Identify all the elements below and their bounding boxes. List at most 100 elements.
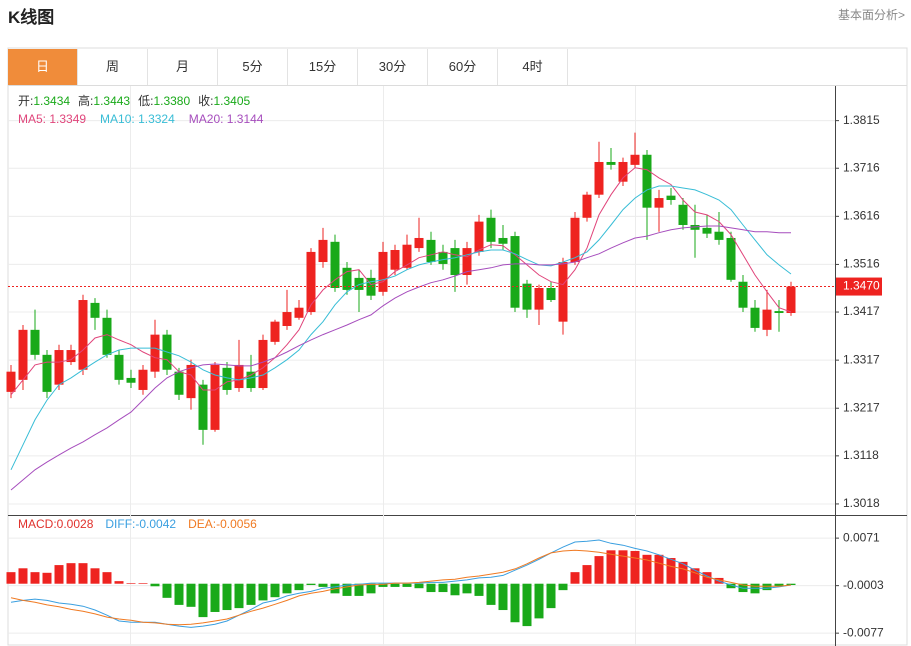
candle-body xyxy=(390,250,400,270)
ma-line xyxy=(10,167,792,396)
y-tick-label: 1.3516 xyxy=(843,257,880,271)
candle-body xyxy=(462,248,472,276)
macd-bar xyxy=(570,572,580,584)
period-tab[interactable]: 5分 xyxy=(218,49,288,85)
candle-body xyxy=(522,283,532,310)
candle-body xyxy=(270,321,280,342)
candle-body xyxy=(378,251,388,292)
candle-body xyxy=(114,354,124,380)
macd-bar xyxy=(774,583,784,587)
candle-body xyxy=(534,287,544,310)
y-tick-label: -0.0077 xyxy=(843,625,884,639)
macd-bar xyxy=(786,583,796,585)
macd-bar xyxy=(678,561,688,584)
candle-body xyxy=(294,307,304,318)
macd-bar xyxy=(306,583,316,585)
candle-body xyxy=(726,237,736,280)
macd-bar xyxy=(402,583,412,587)
candle-body xyxy=(138,369,148,390)
candle-body xyxy=(18,329,28,380)
macd-bar xyxy=(138,583,148,584)
macd-bar xyxy=(150,583,160,587)
period-tab[interactable]: 日 xyxy=(8,49,78,85)
period-tab[interactable]: 30分 xyxy=(358,49,428,85)
candle-body xyxy=(318,239,328,263)
candle-body xyxy=(606,161,616,165)
macd-bar xyxy=(618,550,628,584)
macd-line xyxy=(10,549,792,626)
macd-bar xyxy=(18,568,28,584)
macd-bar xyxy=(342,583,352,596)
frame xyxy=(7,47,908,646)
legend-entry: MA10: 1.3324 xyxy=(100,112,175,126)
last-price-label: 1.3470 xyxy=(843,279,880,293)
candle-body xyxy=(42,354,52,392)
macd-bar xyxy=(606,550,616,584)
macd-bar xyxy=(270,583,280,598)
macd-bar xyxy=(438,583,448,593)
macd-bar xyxy=(654,554,664,584)
macd-bar xyxy=(222,583,232,611)
macd-legend: MACD:0.0028 DIFF:-0.0042 DEA:-0.0056 xyxy=(18,517,257,531)
period-tab[interactable]: 15分 xyxy=(288,49,358,85)
candle-body xyxy=(582,194,592,218)
macd-bar xyxy=(90,568,100,584)
candle-body xyxy=(486,217,496,242)
candle-body xyxy=(102,317,112,355)
macd-bar xyxy=(594,556,604,584)
macd-bar xyxy=(234,583,244,609)
y-tick-label: 1.3018 xyxy=(843,496,880,510)
period-tab[interactable]: 月 xyxy=(148,49,218,85)
candle-body xyxy=(750,307,760,328)
analysis-link[interactable]: 基本面分析> xyxy=(837,8,905,22)
candle-body xyxy=(570,217,580,263)
macd-bar xyxy=(174,583,184,605)
macd-bar xyxy=(666,558,676,584)
ohlc-label: 开: xyxy=(18,94,33,108)
macd-bar xyxy=(726,583,736,589)
candle-body xyxy=(150,334,160,372)
candle-body xyxy=(558,262,568,322)
candle-body xyxy=(354,277,364,290)
macd-bar xyxy=(690,568,700,584)
y-tick-label: 1.3716 xyxy=(843,160,880,174)
ma-line xyxy=(10,225,791,491)
macd-bar xyxy=(546,583,556,609)
period-tab[interactable]: 4时 xyxy=(498,49,568,85)
candle-body xyxy=(342,267,352,290)
macd-bar xyxy=(366,583,376,594)
macd-bar xyxy=(414,583,424,589)
candle-body xyxy=(306,251,316,313)
macd-bar xyxy=(198,583,208,618)
ohlc-value: 1.3443 xyxy=(93,94,130,108)
candle-body xyxy=(438,251,448,264)
ohlc-info: 开:1.3434 高:1.3443 低:1.3380 收:1.3405 xyxy=(18,93,251,108)
macd-bar xyxy=(258,583,268,601)
candle-body xyxy=(174,371,184,395)
ohlc-value: 1.3434 xyxy=(33,94,70,108)
macd-bar xyxy=(210,583,220,612)
macd-bar xyxy=(378,583,388,587)
candle-body xyxy=(330,241,340,288)
candle-body xyxy=(498,237,508,244)
legend-entry: MA20: 1.3144 xyxy=(189,112,264,126)
candle-body xyxy=(618,161,628,182)
candle-body xyxy=(30,329,40,355)
candle-body xyxy=(414,237,424,249)
macd-bar xyxy=(642,554,652,584)
period-tabs: 日周月 5分 15分 30分 60分 4时 xyxy=(8,49,568,85)
candle-body xyxy=(366,277,376,296)
y-tick-label: 1.3417 xyxy=(843,304,880,318)
macd-bar xyxy=(762,583,772,591)
macd-bar xyxy=(426,583,436,593)
legend-entry: DIFF:-0.0042 xyxy=(105,517,176,531)
candle-body xyxy=(450,248,460,276)
y-tick-label: 1.3616 xyxy=(843,209,880,223)
period-tab[interactable]: 60分 xyxy=(428,49,498,85)
y-tick-label: 1.3217 xyxy=(843,400,880,414)
candle-body xyxy=(510,236,520,308)
period-tab[interactable]: 周 xyxy=(78,49,148,85)
macd-bar xyxy=(186,583,196,607)
